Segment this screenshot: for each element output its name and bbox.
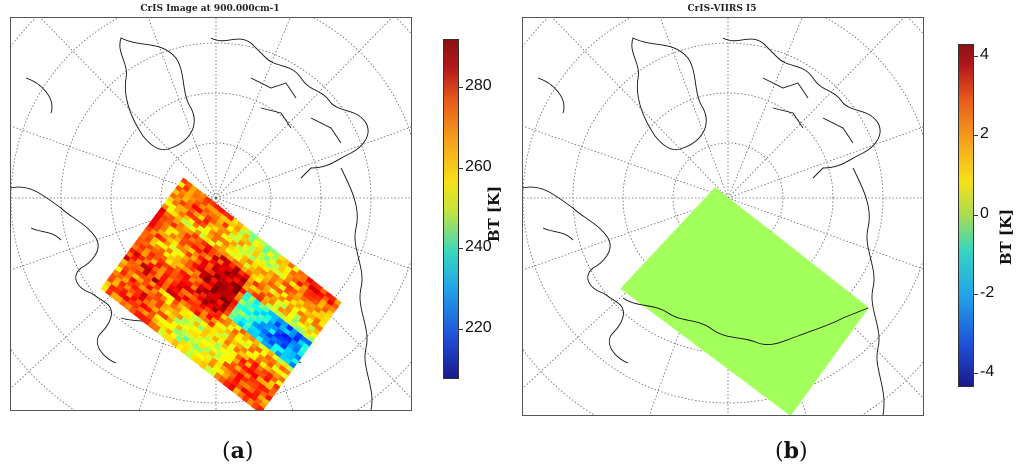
colorbar-tick-mark — [973, 55, 978, 57]
swath-pixel — [255, 405, 265, 410]
colorbar-tick-label: 260 — [465, 157, 492, 175]
swath-pixel — [785, 407, 795, 415]
colorbar-tick-mark — [458, 87, 463, 89]
panel-a-title: CrIS Image at 900.000cm-1 — [140, 4, 280, 14]
colorbar-tick-label: -2 — [980, 283, 995, 301]
colorbar-tick-mark — [973, 373, 978, 375]
colorbar-tick-mark — [973, 135, 978, 137]
panel-a-colorbar — [443, 39, 459, 379]
colorbar-tick-mark — [973, 214, 978, 216]
panel-a: CrIS Image at 900.000cm-1 — [10, 4, 503, 464]
panel-b-map-svg — [523, 18, 923, 415]
colorbar-tick-label: 2 — [980, 125, 989, 143]
panel-b-title: CrIS-VIIRS I5 — [687, 4, 757, 14]
panel-b: CrIS-VIIRS I5 — [512, 0, 1024, 470]
colorbar-tick-label: 0 — [980, 204, 989, 222]
colorbar-tick-label: 240 — [465, 238, 492, 256]
colorbar-tick-label: 280 — [465, 77, 492, 95]
panel-a-map-svg — [11, 18, 411, 410]
colorbar-tick-mark — [458, 167, 463, 169]
colorbar-tick-label: 220 — [465, 318, 492, 336]
colorbar-tick-label: -4 — [980, 363, 995, 381]
coastlines — [523, 37, 885, 415]
panel-a-caption-letter: a — [230, 438, 245, 464]
panel-b-colorbar-label: BT [K] — [997, 208, 1015, 266]
panel-a-caption: (a) — [222, 438, 254, 464]
colorbar-tick-mark — [973, 293, 978, 295]
panel-b-map — [522, 17, 924, 416]
panel-b-caption-letter: b — [783, 438, 799, 464]
panel-b-caption: (b) — [775, 438, 808, 464]
cris-swath-a — [100, 177, 342, 410]
panel-a-map — [10, 17, 412, 411]
cris-viirs-swath-b — [620, 187, 869, 415]
colorbar-tick-label: 4 — [980, 45, 989, 63]
panel-b-colorbar — [958, 44, 974, 387]
panel-a-colorbar-label: BT [K] — [485, 185, 503, 243]
coastlines-over-swath — [622, 297, 869, 346]
colorbar-tick-mark — [458, 248, 463, 250]
colorbar-tick-mark — [458, 328, 463, 330]
